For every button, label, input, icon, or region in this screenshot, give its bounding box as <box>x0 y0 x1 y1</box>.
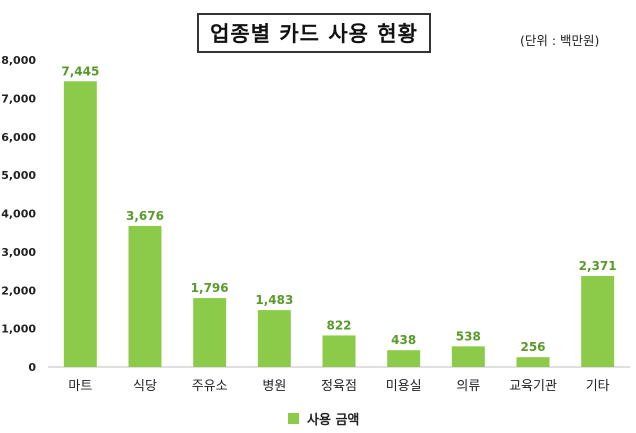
bar <box>193 298 227 367</box>
x-tick-label: 의류 <box>456 379 480 394</box>
data-label: 2,371 <box>579 259 617 273</box>
x-tick-label: 기타 <box>586 379 610 394</box>
bar <box>516 357 550 367</box>
y-tick-label: 3,000 <box>1 246 36 259</box>
legend-swatch <box>288 413 299 424</box>
data-label: 538 <box>456 329 481 343</box>
x-tick-label: 식당 <box>133 379 157 394</box>
legend-label: 사용 금액 <box>307 413 360 428</box>
y-tick-label: 2,000 <box>1 284 36 297</box>
bar <box>63 81 97 367</box>
bar <box>451 346 485 367</box>
x-tick-label: 교육기관 <box>509 379 557 394</box>
data-label: 256 <box>520 340 545 354</box>
bar <box>322 335 356 367</box>
y-tick-label: 6,000 <box>1 131 36 144</box>
data-label: 438 <box>391 333 416 347</box>
data-label: 1,796 <box>191 281 229 295</box>
y-tick-label: 0 <box>28 361 36 374</box>
unit-note: (단위 : 백만원) <box>520 33 600 48</box>
data-label: 7,445 <box>61 64 99 78</box>
bar <box>128 225 162 367</box>
y-tick-label: 4,000 <box>1 208 36 221</box>
y-tick-label: 8,000 <box>1 54 36 67</box>
data-label: 822 <box>326 318 351 332</box>
x-tick-label: 미용실 <box>386 379 422 394</box>
data-label: 1,483 <box>255 293 293 307</box>
bar <box>387 350 421 367</box>
x-tick-label: 마트 <box>68 379 92 394</box>
data-label: 3,676 <box>126 209 164 223</box>
bar <box>581 276 615 367</box>
chart-title-box: 업종별 카드 사용 현황 <box>197 13 431 53</box>
x-tick-label: 병원 <box>262 379 286 394</box>
x-tick-label: 정육점 <box>321 379 357 394</box>
bar <box>257 310 291 367</box>
legend: 사용 금액 <box>288 409 359 428</box>
chart-title: 업종별 카드 사용 현황 <box>210 22 418 46</box>
y-tick-label: 5,000 <box>1 169 36 182</box>
x-tick-label: 주유소 <box>192 379 228 394</box>
y-tick-label: 1,000 <box>1 323 36 336</box>
y-tick-label: 7,000 <box>1 92 36 105</box>
